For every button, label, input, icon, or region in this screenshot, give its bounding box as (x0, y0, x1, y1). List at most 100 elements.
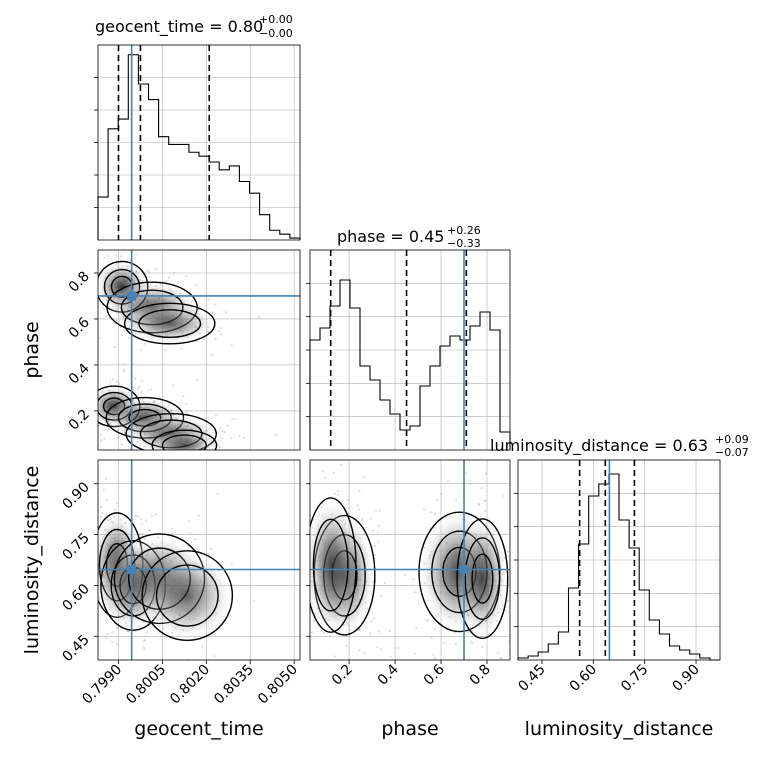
sample-point (195, 379, 198, 382)
truth-marker (127, 564, 137, 574)
sample-point (203, 451, 205, 453)
sample-point (414, 652, 417, 655)
sample-point (213, 451, 215, 453)
sample-point (307, 549, 309, 551)
title-luminosity-distance-sub: −0.07 (715, 446, 749, 459)
sample-point (511, 562, 513, 564)
sample-point (90, 502, 92, 504)
sample-point (231, 417, 234, 421)
sample-point (139, 348, 143, 352)
sample-point (142, 645, 145, 649)
sample-point (87, 335, 89, 337)
sample-point (195, 340, 198, 343)
y-tick-label-phase: 0.6 (66, 314, 93, 341)
contour-line (310, 497, 357, 633)
sample-point (122, 370, 126, 373)
sample-point (146, 269, 149, 272)
contour-line (123, 302, 216, 345)
sample-point (369, 632, 372, 635)
sample-point (515, 555, 517, 557)
sample-point (414, 591, 417, 594)
x-tick-label-geocent_time: 0.7990 (79, 662, 125, 708)
sample-point (80, 261, 82, 263)
sample-point (94, 405, 96, 407)
sample-point (138, 532, 141, 536)
sample-point (211, 311, 214, 314)
sample-point (172, 384, 175, 387)
sample-point (80, 403, 82, 405)
sample-point (507, 550, 510, 553)
sample-point (429, 511, 432, 514)
sample-point (119, 255, 122, 258)
sample-point (357, 508, 360, 511)
sample-point (106, 254, 109, 257)
sample-point (363, 476, 366, 479)
sample-point (102, 306, 105, 309)
sample-point (281, 662, 283, 664)
sample-point (134, 514, 137, 518)
sample-point (195, 284, 198, 287)
sample-point (371, 529, 374, 532)
sample-point (118, 383, 121, 386)
sample-point (332, 471, 335, 474)
title-phase-sup: +0.26 (447, 224, 481, 237)
sample-point (363, 652, 366, 655)
sample-point (90, 294, 92, 296)
sample-point (213, 655, 216, 658)
title-geocent-time-sub: −0.00 (259, 27, 293, 40)
sample-point (221, 430, 224, 433)
sample-point (89, 518, 91, 520)
sample-point (194, 537, 197, 541)
sample-point (275, 433, 278, 436)
sample-point (345, 644, 348, 648)
sample-point (190, 541, 193, 544)
sample-point (111, 631, 114, 634)
sample-point (116, 642, 119, 646)
sample-point (220, 333, 223, 336)
sample-point (204, 463, 206, 465)
sample-point (149, 466, 151, 468)
sample-point (383, 581, 387, 585)
sample-point (219, 326, 223, 330)
title-luminosity-distance-sup: +0.09 (715, 433, 749, 446)
sample-point (337, 489, 340, 493)
sample-point (114, 244, 116, 246)
title-phase-main: phase = 0.45 (337, 227, 444, 246)
sample-point (424, 619, 427, 622)
sample-point (113, 508, 117, 511)
sample-point (207, 552, 210, 556)
sample-point (156, 469, 158, 471)
sample-point (147, 270, 151, 274)
sample-point (361, 518, 364, 521)
sample-point (460, 441, 462, 443)
sample-point (79, 306, 81, 308)
sample-point (117, 247, 119, 249)
sample-point (121, 334, 124, 337)
contour-line (125, 412, 217, 450)
sample-point (87, 568, 89, 570)
sample-point (89, 455, 91, 457)
sample-point (174, 457, 176, 459)
sample-point (165, 279, 168, 282)
sample-point (115, 254, 118, 257)
sample-point (301, 627, 303, 629)
sample-point (140, 522, 143, 525)
sample-point (204, 457, 206, 459)
sample-point (93, 268, 95, 270)
sample-point (101, 511, 104, 515)
sample-point (433, 657, 436, 660)
title-geocent-time: geocent_time = 0.80 +0.00 −0.00 (95, 13, 293, 40)
sample-point (477, 503, 481, 506)
sample-point (210, 353, 214, 357)
truth-marker (127, 291, 137, 301)
sample-point (184, 275, 188, 278)
sample-point (412, 578, 415, 581)
y-tick-label-phase: 0.8 (66, 269, 93, 296)
sample-point (493, 714, 495, 716)
sample-point (466, 630, 470, 634)
sample-point (148, 528, 151, 532)
sample-point (142, 639, 145, 643)
sample-point (71, 405, 73, 407)
sample-point (206, 451, 208, 453)
x-tick-label-geocent_time: 0.8005 (123, 662, 169, 708)
